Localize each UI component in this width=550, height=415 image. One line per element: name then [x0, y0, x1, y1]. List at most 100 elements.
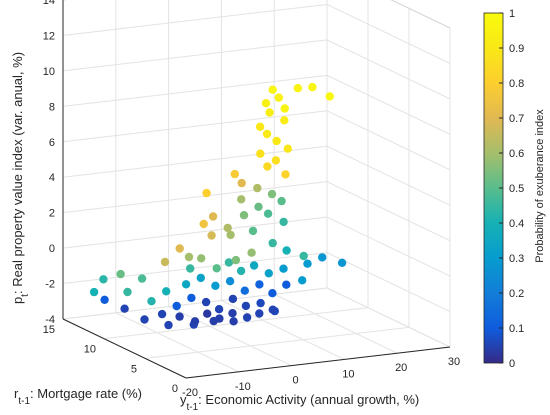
data-point	[208, 212, 218, 221]
z-tick-label: -2	[45, 279, 55, 291]
data-point	[214, 305, 224, 314]
data-point	[261, 99, 271, 108]
data-point	[277, 196, 286, 206]
data-point	[308, 82, 317, 92]
data-point	[162, 287, 171, 296]
data-point	[268, 289, 277, 298]
floor-grid-y	[144, 326, 410, 359]
data-point	[140, 315, 149, 324]
data-point	[283, 144, 292, 153]
data-point	[223, 223, 232, 233]
y-tick-label: 0	[172, 383, 178, 395]
data-point	[89, 287, 99, 297]
data-point	[201, 297, 211, 307]
data-point	[137, 274, 147, 283]
z-tick-label: 8	[49, 101, 55, 113]
data-point	[280, 116, 289, 125]
colorbar-tick-label: 0.6	[509, 148, 524, 160]
data-point	[299, 251, 308, 261]
data-point	[279, 264, 288, 273]
data-point	[228, 309, 237, 318]
side-grid-z	[326, 74, 451, 135]
data-point	[175, 244, 184, 253]
y-axis-line	[62, 318, 187, 379]
axes-box	[62, 0, 451, 379]
data-point	[280, 104, 289, 113]
data-point	[337, 258, 347, 267]
data-point	[274, 93, 283, 102]
side-grid-z	[326, 39, 451, 100]
data-point	[116, 269, 125, 279]
colorbar-tick-label: 0.1	[509, 323, 524, 335]
data-point	[225, 277, 235, 286]
data-point	[147, 297, 156, 306]
data-point	[318, 253, 327, 262]
colorbar-tick-label: 0.5	[509, 183, 524, 195]
data-point	[282, 280, 291, 289]
side-grid-z	[326, 287, 451, 348]
back-grid-z	[62, 39, 328, 72]
back-grid-z	[62, 3, 328, 36]
data-point	[186, 264, 195, 273]
floor-grid-x	[273, 293, 398, 354]
data-point	[279, 217, 288, 227]
colorbar-tick-label: 0.4	[509, 218, 524, 230]
back-grid-z	[62, 74, 328, 107]
colorbar-tick-label: 0.9	[509, 43, 524, 55]
floor-grid-x	[221, 299, 345, 360]
data-point	[268, 238, 277, 248]
data-point	[272, 136, 281, 146]
z-tick-label: 6	[49, 137, 55, 149]
data-point	[253, 183, 262, 193]
data-point	[268, 305, 277, 314]
data-point	[215, 314, 224, 323]
side-grid-z	[326, 181, 451, 242]
data-point	[248, 226, 258, 236]
data-point	[271, 156, 281, 165]
colorbar-label: Probability of exuberance index	[534, 109, 546, 263]
z-tick-label: 4	[49, 172, 55, 184]
data-point	[268, 85, 277, 94]
back-grid-z	[62, 287, 328, 320]
data-point	[249, 261, 259, 270]
colorbar-tick-label: 1	[509, 8, 515, 20]
data-point	[175, 312, 184, 321]
data-point	[256, 298, 265, 308]
data-point	[256, 149, 265, 158]
x-axis-line	[185, 346, 451, 379]
data-point	[202, 188, 211, 198]
y-tick-label: 10	[84, 344, 96, 356]
data-point	[196, 273, 205, 283]
data-point	[247, 248, 256, 257]
data-point	[187, 293, 196, 303]
data-point	[303, 259, 312, 268]
data-point	[160, 257, 170, 267]
data-point	[262, 129, 272, 139]
data-point	[293, 84, 302, 93]
box-edge	[390, 0, 451, 29]
z-tick-label: 10	[43, 66, 55, 78]
data-point	[242, 313, 252, 322]
data-point	[211, 281, 220, 290]
data-point	[255, 309, 264, 318]
data-point	[172, 301, 181, 311]
data-point	[224, 258, 234, 267]
colorbar-tick-label: 0.8	[509, 78, 524, 90]
data-points	[89, 82, 347, 330]
data-point	[281, 170, 290, 179]
x-axis-label: yt-1: Economic Activity (annual growth, …	[180, 392, 419, 413]
colorbar-tick-label: 0	[509, 358, 515, 370]
data-point	[241, 301, 251, 311]
x-tick-label: -20	[182, 387, 198, 399]
data-point	[236, 266, 246, 276]
side-grid-z	[326, 110, 451, 171]
data-point	[228, 294, 238, 304]
data-point	[184, 252, 194, 262]
grid-layer	[62, 0, 451, 379]
colorbar-tick-label: 0.2	[509, 288, 524, 300]
data-point	[255, 280, 264, 289]
side-grid-z	[326, 252, 451, 313]
data-point	[100, 295, 109, 304]
z-tick-label: 12	[43, 30, 55, 42]
